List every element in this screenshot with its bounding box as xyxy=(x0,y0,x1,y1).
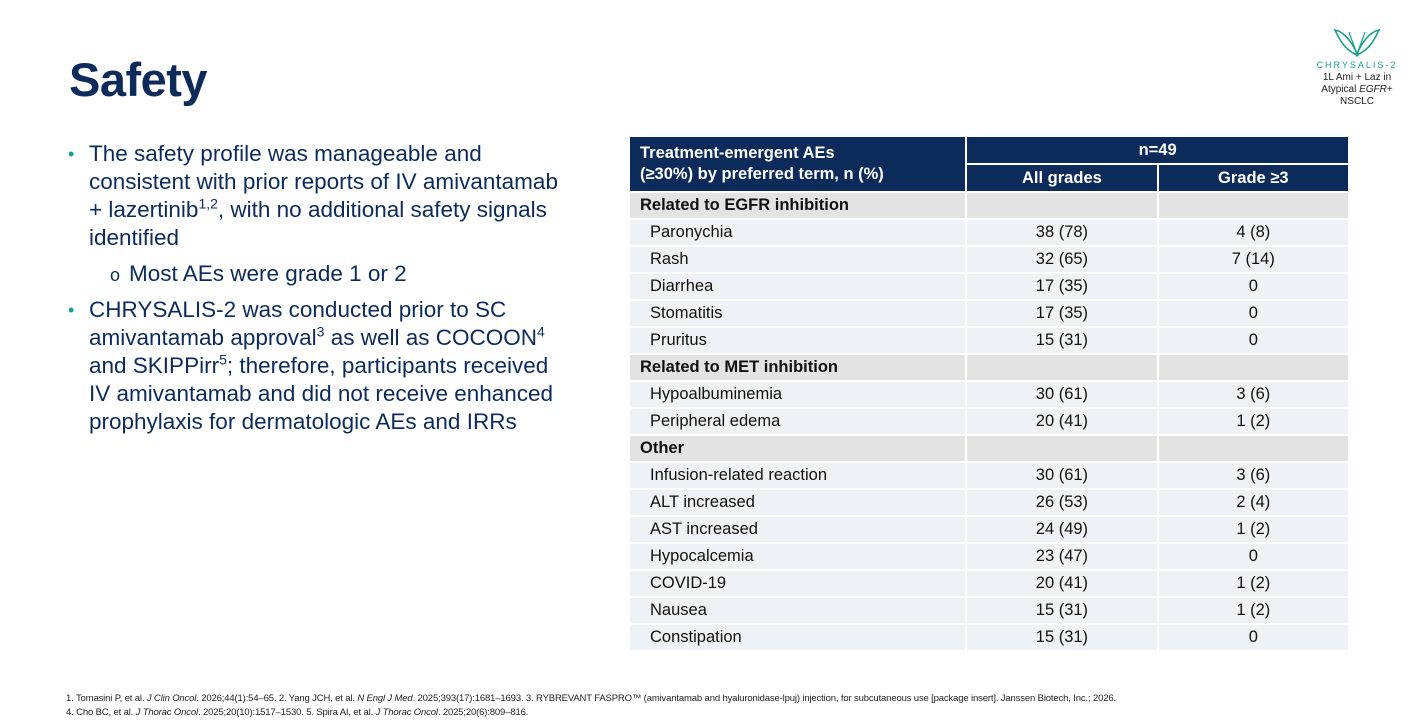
adverse-events-table: Treatment-emergent AEs (≥30%) by preferr… xyxy=(627,135,1351,652)
table-header-all-grades: All grades xyxy=(965,163,1159,193)
butterfly-logo-icon xyxy=(1333,28,1381,57)
bullet-dot-icon: • xyxy=(68,144,75,164)
logo-line1: 1L Ami + Laz in xyxy=(1322,72,1392,83)
table-header-n: n=49 xyxy=(965,135,1350,165)
references: 1. Tomasini P, et al. J Clin Oncol. 2026… xyxy=(66,692,1116,720)
table-row: Constipation 15 (31) 0 xyxy=(627,623,1351,652)
page-title: Safety xyxy=(69,53,208,106)
logo-line2: Atypical EGFR+ xyxy=(1321,84,1393,95)
table-row: Peripheral edema 20 (41) 1 (2) xyxy=(627,407,1351,436)
table-row: Nausea 15 (31) 1 (2) xyxy=(627,596,1351,625)
table-header-term: Treatment-emergent AEs (≥30%) by preferr… xyxy=(627,135,968,193)
reference-line-1: 1. Tomasini P, et al. J Clin Oncol. 2026… xyxy=(66,693,1116,704)
table-row: Stomatitis 17 (35) 0 xyxy=(627,299,1351,328)
sub-bullet-circle-icon: o xyxy=(110,265,121,285)
bullet-safety-profile: • The safety profile was manageable and … xyxy=(68,141,558,250)
table-row: ALT increased 26 (53) 2 (4) xyxy=(627,488,1351,517)
logo-brand: CHRYSALIS-2 xyxy=(1316,60,1398,70)
table-section-row: Other xyxy=(627,434,1351,463)
table-row: Hypoalbuminemia 30 (61) 3 (6) xyxy=(627,380,1351,409)
table-row: Pruritus 15 (31) 0 xyxy=(627,326,1351,355)
table-row: AST increased 24 (49) 1 (2) xyxy=(627,515,1351,544)
table-header-grade3: Grade ≥3 xyxy=(1156,163,1351,193)
table-section-row: Related to MET inhibition xyxy=(627,353,1351,382)
logo-subtitle: 1L Ami + Laz in Atypical EGFR+ NSCLC xyxy=(1312,72,1402,108)
table-row: Rash 32 (65) 7 (14) xyxy=(627,245,1351,274)
table-row: Diarrhea 17 (35) 0 xyxy=(627,272,1351,301)
bullet-chrysalis-conduct: • CHRYSALIS-2 was conducted prior to SC … xyxy=(68,297,554,434)
subbullet-grade: o Most AEs were grade 1 or 2 xyxy=(68,260,568,288)
chrysalis-logo: CHRYSALIS-2 1L Ami + Laz in Atypical EGF… xyxy=(1312,24,1402,108)
table-section-row: Related to EGFR inhibition xyxy=(627,191,1351,220)
table-row: Paronychia 38 (78) 4 (8) xyxy=(627,218,1351,247)
reference-line-2: 4. Cho BC, et al. J Thorac Oncol. 2025;2… xyxy=(66,707,529,718)
table-row: Infusion-related reaction 30 (61) 3 (6) xyxy=(627,461,1351,490)
bullet-dot-icon: • xyxy=(68,300,75,320)
bullet-list: • The safety profile was manageable and … xyxy=(68,140,568,444)
logo-line3: NSCLC xyxy=(1340,96,1374,107)
table-row: COVID-19 20 (41) 1 (2) xyxy=(627,569,1351,598)
table-row: Hypocalcemia 23 (47) 0 xyxy=(627,542,1351,571)
